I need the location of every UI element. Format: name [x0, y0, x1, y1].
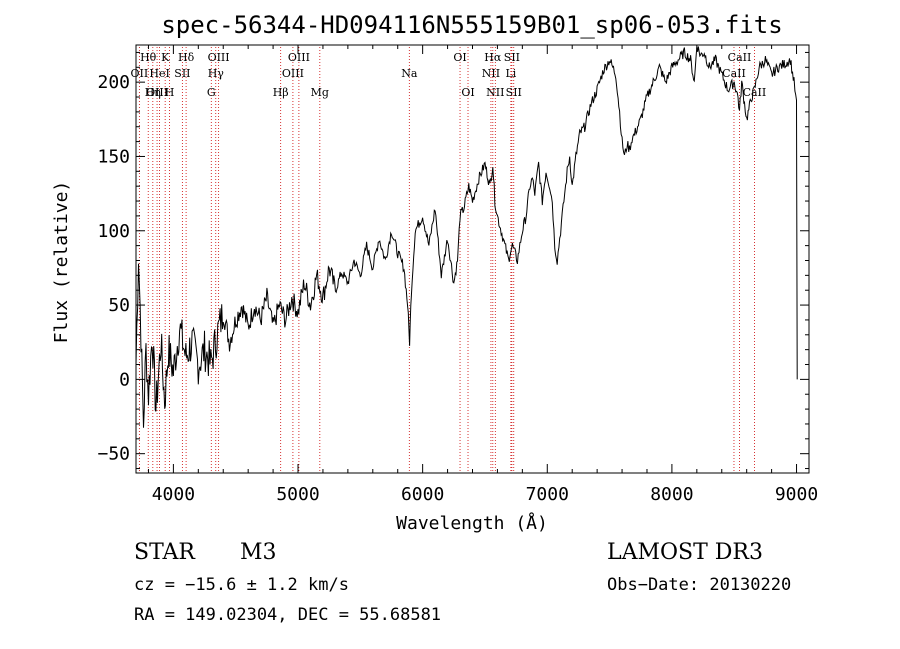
line-label-23: NII [486, 86, 504, 99]
line-label-3: K [161, 51, 170, 64]
line-label-15: Mg [311, 86, 329, 99]
line-label-14: OIII [282, 67, 304, 80]
line-label-25: CaII [728, 51, 752, 64]
emission-line-markers [138, 47, 755, 473]
y-tick-label-1: 0 [119, 369, 130, 390]
line-label-24: SII [506, 86, 522, 99]
line-label-18: OI [461, 86, 474, 99]
x-tick-label-2: 6000 [401, 484, 444, 505]
spectrum-line [135, 46, 798, 428]
line-label-0: Hθ [140, 51, 157, 64]
x-tick-label-0: 4000 [152, 484, 195, 505]
x-axis-title: Wavelength (Å) [396, 512, 548, 534]
y-tick-label-0: −50 [97, 444, 130, 465]
x-tick-label-3: 7000 [526, 484, 569, 505]
plot-frame [135, 44, 810, 474]
line-label-20: SII [504, 51, 520, 64]
y-axis-title: Flux (relative) [51, 181, 72, 344]
y-tick-label-4: 150 [97, 146, 130, 167]
x-tick-label-1: 5000 [276, 484, 319, 505]
line-label-12: Hβ [273, 86, 289, 99]
line-label-17: OI [453, 51, 466, 64]
y-tick-label-5: 200 [97, 72, 130, 93]
line-label-16: Na [401, 67, 418, 80]
line-label-5: Hη [145, 86, 161, 99]
line-label-4: HeI [149, 67, 169, 80]
object-subclass: M3 [240, 540, 277, 565]
line-label-9: OIII [208, 51, 230, 64]
line-label-11: G [207, 86, 216, 99]
line-label-10: Hγ [208, 67, 225, 80]
line-label-7: Hδ [178, 51, 195, 64]
line-label-19: Hα [484, 51, 502, 64]
line-label-21: NII [482, 67, 500, 80]
line-label-6: H [165, 86, 175, 99]
x-tick-label-5: 9000 [775, 484, 818, 505]
survey-name: LAMOST DR3 [607, 540, 763, 565]
line-label-1: OII [131, 67, 149, 80]
line-label-13: OIII [288, 51, 310, 64]
line-label-2: OIII [146, 86, 168, 99]
x-tick-label-4: 8000 [650, 484, 693, 505]
y-tick-label-3: 100 [97, 221, 130, 242]
spectrum-series [135, 46, 798, 428]
y-tick-label-2: 50 [108, 295, 130, 316]
line-label-8: SII [174, 67, 190, 80]
line-label-26: CaII [722, 67, 746, 80]
object-class: STAR [134, 540, 196, 565]
observation-date: Obs−Date: 20130220 [607, 575, 791, 595]
line-annotations: Hθ OII OIII K HeI Hη H Hδ SII OIII Hγ G Hβ OIII OIII Mg… [131, 51, 767, 99]
axis-ticks: 4000 5000 6000 7000 8000 9000 −50 0 50 100 150 200 [97, 45, 818, 505]
redshift-velocity: cz = −15.6 ± 1.2 km/s [134, 575, 349, 595]
line-label-27: CaII [743, 86, 767, 99]
sky-coordinates: RA = 149.02304, DEC = 55.68581 [134, 605, 441, 625]
line-label-22: Li [505, 67, 516, 80]
chart-title: spec-56344-HD094116N555159B01_sp06-053.f… [161, 11, 782, 39]
